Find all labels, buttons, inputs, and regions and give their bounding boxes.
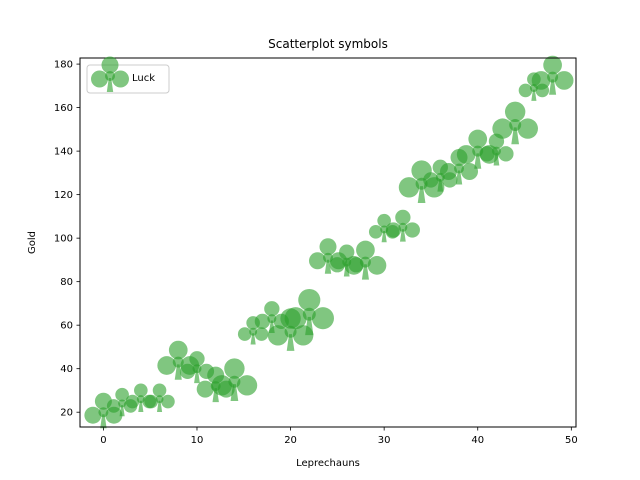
x-tick-label: 30	[378, 435, 391, 446]
data-point	[179, 351, 215, 384]
x-tick-label: 50	[565, 435, 578, 446]
legend-club-icon	[91, 56, 129, 92]
y-tick-label: 140	[54, 147, 73, 158]
data-point	[211, 358, 258, 401]
y-tick-label: 60	[60, 321, 73, 332]
x-tick-label: 20	[284, 435, 297, 446]
data-point	[456, 129, 499, 169]
data-point	[344, 240, 387, 280]
axis-ticks: 0 10 20 30 40 50 20 40 60 80 100 120 140 160 180	[54, 60, 578, 446]
plot-frame	[79, 57, 577, 428]
x-tick-label: 10	[191, 435, 204, 446]
data-point	[144, 383, 175, 412]
legend: Luck	[86, 56, 170, 94]
data-point	[284, 288, 334, 336]
x-axis-label: Leprechauns	[296, 458, 360, 469]
y-tick-label: 100	[54, 234, 73, 245]
data-point	[492, 101, 538, 145]
legend-label: Luck	[132, 73, 155, 84]
data-point	[531, 55, 574, 95]
y-tick-label: 120	[54, 190, 73, 201]
y-tick-label: 160	[54, 103, 73, 114]
y-axis-label: Gold	[27, 231, 38, 254]
x-tick-label: 40	[471, 435, 484, 446]
y-tick-label: 40	[60, 364, 73, 375]
x-tick-label: 0	[100, 435, 106, 446]
y-tick-label: 180	[54, 60, 73, 71]
chart-title: Scatterplot symbols	[268, 37, 388, 51]
scatter-points	[84, 55, 574, 429]
data-point	[385, 209, 420, 242]
y-tick-label: 20	[60, 408, 73, 419]
y-tick-label: 80	[60, 277, 73, 288]
legend-club-mark	[91, 56, 129, 92]
